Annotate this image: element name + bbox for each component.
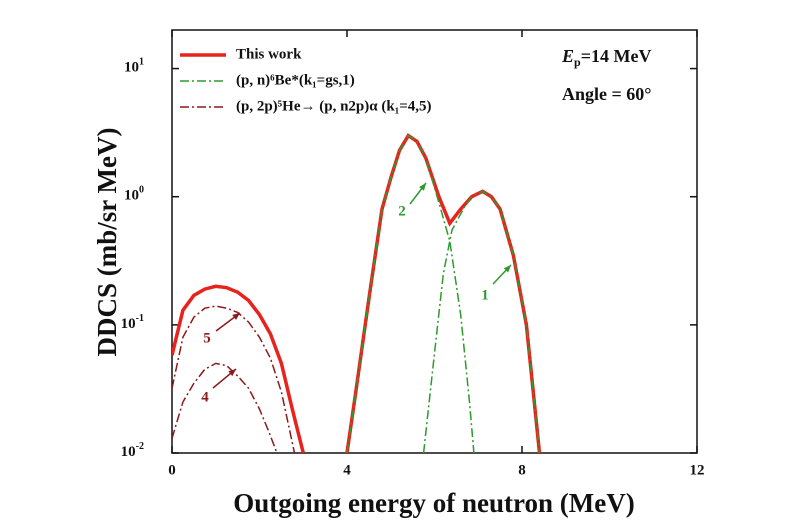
curve — [346, 134, 475, 453]
arrow-head — [503, 265, 511, 273]
y-tick-base: 10 — [124, 188, 139, 204]
curve-label: 4 — [201, 389, 209, 405]
curve — [172, 305, 296, 453]
curve — [422, 190, 541, 453]
y-tick-exponent: -1 — [136, 313, 144, 324]
x-tick-label: 0 — [168, 462, 176, 478]
x-tick-label: 4 — [343, 462, 351, 478]
y-tick-base: 10 — [124, 60, 139, 76]
y-tick-label: 100 — [124, 185, 144, 204]
x-tick-label: 8 — [518, 462, 526, 478]
y-axis-label: DDCS (mb/sr MeV) — [92, 128, 122, 357]
arrow-head — [419, 183, 426, 191]
legend-label: (p, 2p)⁵He→ (p, n2p)α (k₁=4,5) — [236, 98, 432, 114]
plot-frame — [171, 29, 698, 454]
x-tick-label: 12 — [690, 462, 705, 478]
angle-label: Angle = 60° — [562, 84, 651, 104]
y-tick-exponent: -2 — [136, 441, 144, 452]
y-tick-exponent: 1 — [139, 57, 144, 68]
y-tick-base: 10 — [121, 316, 136, 332]
curve — [172, 362, 278, 453]
curve-label: 2 — [398, 203, 406, 219]
y-tick-label: 101 — [124, 57, 144, 76]
arrow-head — [228, 369, 236, 377]
energy-symbol: E — [561, 46, 574, 66]
legend-label: (p, n)⁶Be*(k₁=gs,1) — [236, 72, 355, 88]
energy-text: =14 MeV — [581, 46, 652, 66]
energy-label: Ep=14 MeV — [561, 46, 651, 69]
y-tick-base: 10 — [121, 444, 136, 460]
x-axis-label: Outgoing energy of neutron (MeV) — [233, 488, 634, 518]
arrow-head — [232, 313, 240, 320]
y-tick-label: 10-1 — [121, 313, 144, 332]
y-tick-exponent: 0 — [139, 185, 144, 196]
legend-label: This work — [236, 46, 302, 62]
energy-subscript: p — [574, 55, 581, 69]
curve-label: 1 — [481, 287, 489, 303]
curve-label: 5 — [203, 330, 211, 346]
y-tick-label: 10-2 — [121, 441, 144, 460]
